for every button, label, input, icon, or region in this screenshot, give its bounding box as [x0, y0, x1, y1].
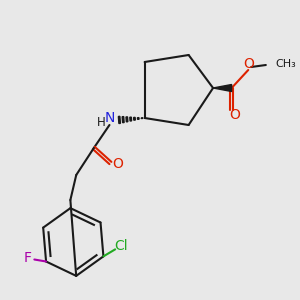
Polygon shape — [118, 116, 120, 124]
Polygon shape — [137, 118, 139, 119]
Polygon shape — [130, 117, 132, 121]
Text: O: O — [229, 108, 240, 122]
Text: F: F — [23, 250, 32, 265]
Text: H: H — [97, 116, 106, 130]
Text: Cl: Cl — [114, 239, 128, 254]
Polygon shape — [126, 117, 128, 122]
Text: N: N — [104, 111, 115, 125]
Polygon shape — [122, 117, 124, 123]
Text: O: O — [243, 57, 254, 71]
Polygon shape — [213, 85, 232, 92]
Polygon shape — [134, 117, 135, 120]
Text: CH₃: CH₃ — [276, 59, 296, 69]
Text: O: O — [112, 157, 123, 171]
